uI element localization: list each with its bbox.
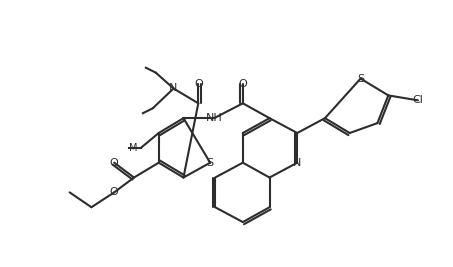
Text: S: S bbox=[357, 74, 364, 84]
Text: O: O bbox=[110, 187, 119, 197]
Text: M: M bbox=[130, 143, 138, 153]
Text: O: O bbox=[238, 78, 247, 89]
Text: N: N bbox=[169, 84, 178, 93]
Text: Cl: Cl bbox=[413, 95, 424, 105]
Text: NH: NH bbox=[206, 113, 222, 123]
Text: N: N bbox=[293, 158, 301, 168]
Text: S: S bbox=[207, 158, 214, 168]
Text: O: O bbox=[194, 78, 202, 89]
Text: O: O bbox=[110, 158, 119, 168]
